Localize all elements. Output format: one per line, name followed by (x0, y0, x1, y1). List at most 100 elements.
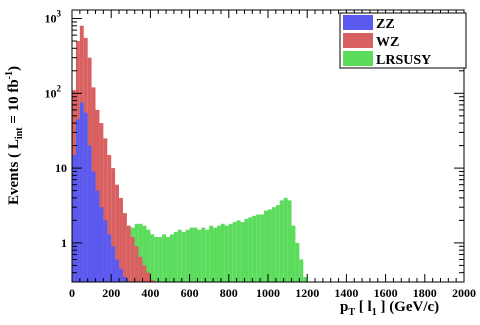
bar-lrsusy (240, 222, 245, 282)
bar-lrsusy (283, 197, 288, 282)
bar-lrsusy (181, 231, 186, 282)
bar-lrsusy (271, 207, 276, 282)
y-tick-label: 10 (55, 161, 67, 175)
bar-lrsusy (142, 225, 147, 282)
x-tick-label: 1600 (374, 286, 398, 300)
x-tick-label: 600 (181, 286, 199, 300)
legend-label-lrsusy: LRSUSY (376, 53, 431, 68)
bar-zz (91, 171, 96, 282)
y-tick-label: 102 (45, 83, 62, 100)
legend-label-wz: WZ (376, 35, 399, 50)
bar-wz (142, 265, 147, 282)
x-tick-label: 1800 (413, 286, 437, 300)
legend-swatch-zz (343, 15, 373, 30)
bar-wz (99, 123, 104, 283)
bar-lrsusy (209, 225, 214, 282)
bar-zz (83, 112, 88, 282)
bar-lrsusy (154, 236, 159, 282)
bar-wz (126, 225, 131, 282)
histogram-bars (72, 25, 308, 283)
bar-zz (111, 246, 116, 282)
bar-lrsusy (158, 236, 163, 282)
bar-lrsusy (275, 205, 280, 282)
axis-ticks (71, 10, 465, 283)
bar-lrsusy (268, 209, 272, 282)
y-tick-label: 1 (61, 236, 67, 250)
bar-lrsusy (303, 276, 308, 282)
bar-lrsusy (162, 234, 167, 282)
bar-lrsusy (287, 200, 292, 282)
bar-lrsusy (260, 214, 265, 282)
bar-wz (150, 279, 155, 282)
bar-lrsusy (228, 223, 233, 282)
bar-lrsusy (166, 236, 170, 282)
bar-zz (99, 207, 104, 282)
bar-zz (75, 119, 80, 282)
bar-lrsusy (205, 229, 210, 282)
legend-label-zz: ZZ (376, 17, 395, 32)
bar-zz (103, 220, 108, 282)
bar-lrsusy (213, 227, 218, 282)
bar-lrsusy (170, 234, 174, 282)
bar-lrsusy (201, 227, 206, 282)
x-tick-label: 2000 (452, 286, 476, 300)
x-tick-label: 1400 (334, 286, 358, 300)
bar-lrsusy (177, 229, 182, 282)
bar-lrsusy (185, 229, 190, 282)
bar-lrsusy (295, 242, 300, 282)
bar-zz (122, 276, 127, 282)
bar-lrsusy (220, 223, 225, 282)
bar-lrsusy (189, 227, 194, 282)
x-tick-label: 800 (220, 286, 238, 300)
legend-swatch-lrsusy (343, 51, 373, 66)
x-tick-label: 0 (69, 286, 75, 300)
bar-lrsusy (150, 234, 155, 282)
x-tick-label: 1000 (256, 286, 280, 300)
x-axis-title: pT [ l1 ] (GeV/c) (340, 299, 439, 318)
bar-lrsusy (138, 223, 143, 282)
y-tick-label: 103 (45, 9, 62, 26)
x-tick-label: 1200 (295, 286, 319, 300)
bar-zz (95, 190, 100, 282)
bar-wz (103, 138, 108, 282)
bar-wz (130, 236, 135, 282)
x-tick-label: 400 (141, 286, 159, 300)
bar-lrsusy (252, 215, 257, 282)
bar-zz (115, 259, 120, 282)
bar-lrsusy (299, 259, 304, 282)
bar-wz (111, 168, 116, 282)
bar-wz (115, 184, 120, 282)
bar-wz (107, 154, 112, 282)
bar-lrsusy (197, 229, 202, 282)
bar-wz (119, 197, 123, 282)
bar-wz (122, 213, 127, 282)
x-tick-label: 200 (102, 286, 120, 300)
bar-lrsusy (193, 227, 198, 282)
bar-zz (87, 145, 92, 282)
bar-lrsusy (236, 220, 241, 282)
bar-zz (119, 268, 123, 282)
bar-wz (138, 256, 143, 282)
bar-lrsusy (279, 200, 284, 282)
bar-lrsusy (146, 229, 151, 282)
bar-lrsusy (248, 217, 253, 282)
bar-lrsusy (264, 210, 268, 282)
bar-lrsusy (244, 218, 249, 282)
bar-lrsusy (291, 225, 296, 282)
bar-zz (72, 154, 76, 282)
bar-wz (146, 272, 151, 282)
bar-lrsusy (256, 214, 261, 282)
legend: ZZ WZ LRSUSY (339, 12, 467, 69)
legend-swatch-wz (343, 33, 373, 48)
bar-lrsusy (232, 222, 237, 282)
bar-wz (134, 246, 139, 282)
bar-lrsusy (173, 231, 178, 282)
bar-lrsusy (217, 225, 221, 282)
tick-labels: 0 200 400 600 800 1000 1200 1400 1600 1800 2000 1 10… (45, 9, 477, 300)
y-axis-title: Events ( Lint = 10 fb-1) (4, 66, 25, 205)
bar-zz (79, 102, 84, 282)
bar-zz (107, 234, 112, 282)
bar-lrsusy (224, 225, 229, 282)
